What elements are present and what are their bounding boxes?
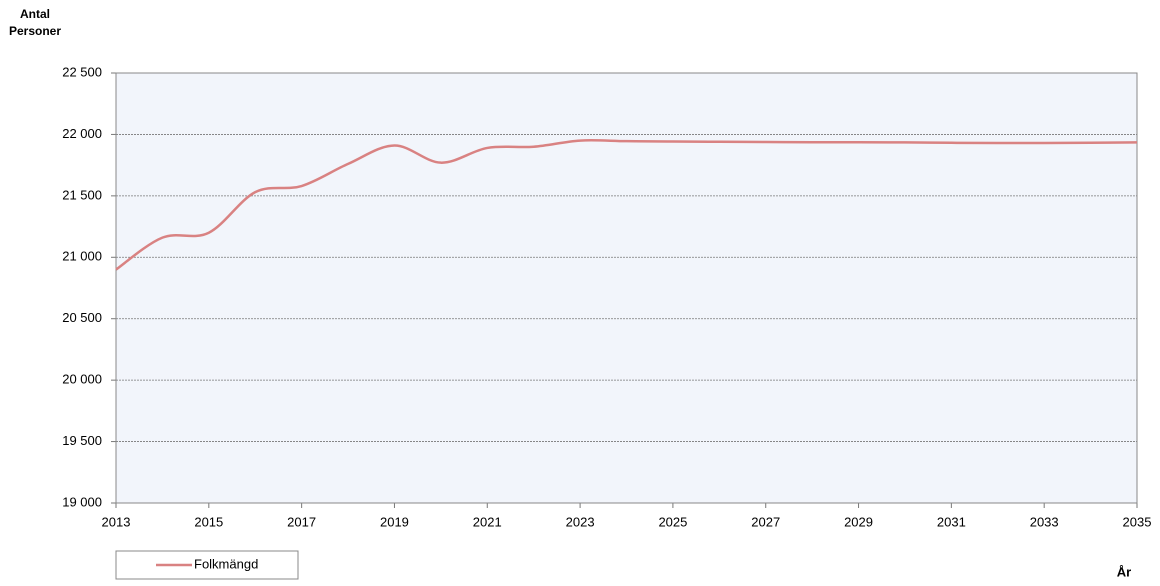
y-tick-label: 20 500 bbox=[62, 310, 102, 325]
plot-border bbox=[115, 72, 1138, 504]
y-tick-label: 22 500 bbox=[62, 64, 102, 79]
legend-box bbox=[115, 550, 299, 580]
y-tick-label: 21 500 bbox=[62, 187, 102, 202]
x-tick-label: 2017 bbox=[287, 514, 316, 529]
x-tick-label: 2015 bbox=[194, 514, 223, 529]
x-tick-label: 2023 bbox=[566, 514, 595, 529]
x-tick-label: 2029 bbox=[844, 514, 873, 529]
x-tick-label: 2019 bbox=[380, 514, 409, 529]
y-tick-label: 20 000 bbox=[62, 372, 102, 387]
line bbox=[115, 139, 1138, 271]
y-axis-title: Antal Personer bbox=[8, 7, 62, 38]
x-tick-label: 2031 bbox=[937, 514, 966, 529]
y-tick-label: 19 500 bbox=[62, 433, 102, 448]
x-tick-label: 2033 bbox=[1030, 514, 1059, 529]
plot-area bbox=[116, 73, 1137, 503]
x-tick-label: 2025 bbox=[658, 514, 687, 529]
y-tick-label: 19 000 bbox=[62, 494, 102, 509]
x-tick-label: 2013 bbox=[102, 514, 131, 529]
y-tick-label: 21 000 bbox=[62, 249, 102, 264]
legend: Folkmängd bbox=[115, 550, 299, 580]
x-tick-label: 2035 bbox=[1123, 514, 1152, 529]
legend-label: Folkmängd bbox=[194, 556, 258, 571]
y-tick-label: 22 000 bbox=[62, 126, 102, 141]
x-tick-label: 2027 bbox=[751, 514, 780, 529]
x-tick-label: 2021 bbox=[473, 514, 502, 529]
x-axis-title: År bbox=[1117, 564, 1131, 579]
